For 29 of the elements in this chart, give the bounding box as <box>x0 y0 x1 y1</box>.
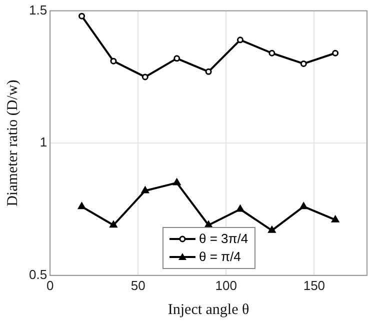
y-tick-label: 1.5 <box>28 2 48 18</box>
point <box>268 226 276 233</box>
legend-label: θ = 3π/4 <box>198 230 248 248</box>
point <box>236 36 244 44</box>
point <box>78 12 86 20</box>
point <box>142 74 148 80</box>
x-tick-label: 50 <box>130 278 146 293</box>
x-tick-label: 150 <box>303 278 326 293</box>
point <box>173 178 181 186</box>
point <box>204 220 212 228</box>
point <box>300 60 307 67</box>
point <box>332 216 340 222</box>
point <box>300 202 308 210</box>
point <box>268 50 276 56</box>
point <box>236 205 244 212</box>
point <box>174 55 180 62</box>
x-axis-title: Inject angle θ <box>168 302 250 318</box>
point <box>141 186 149 194</box>
y-tick-label: 0.5 <box>28 266 48 282</box>
point <box>110 58 117 64</box>
point <box>110 220 118 228</box>
point <box>78 202 86 210</box>
y-tick-label: 1 <box>40 134 48 150</box>
x-tick-label: 100 <box>215 278 237 293</box>
legend-label: θ = π/4 <box>198 248 241 266</box>
y-axis-title: Diameter ratio (D/w) <box>4 80 21 206</box>
point <box>205 68 212 75</box>
point <box>332 50 339 56</box>
x-tick-label: 0 <box>46 278 54 293</box>
